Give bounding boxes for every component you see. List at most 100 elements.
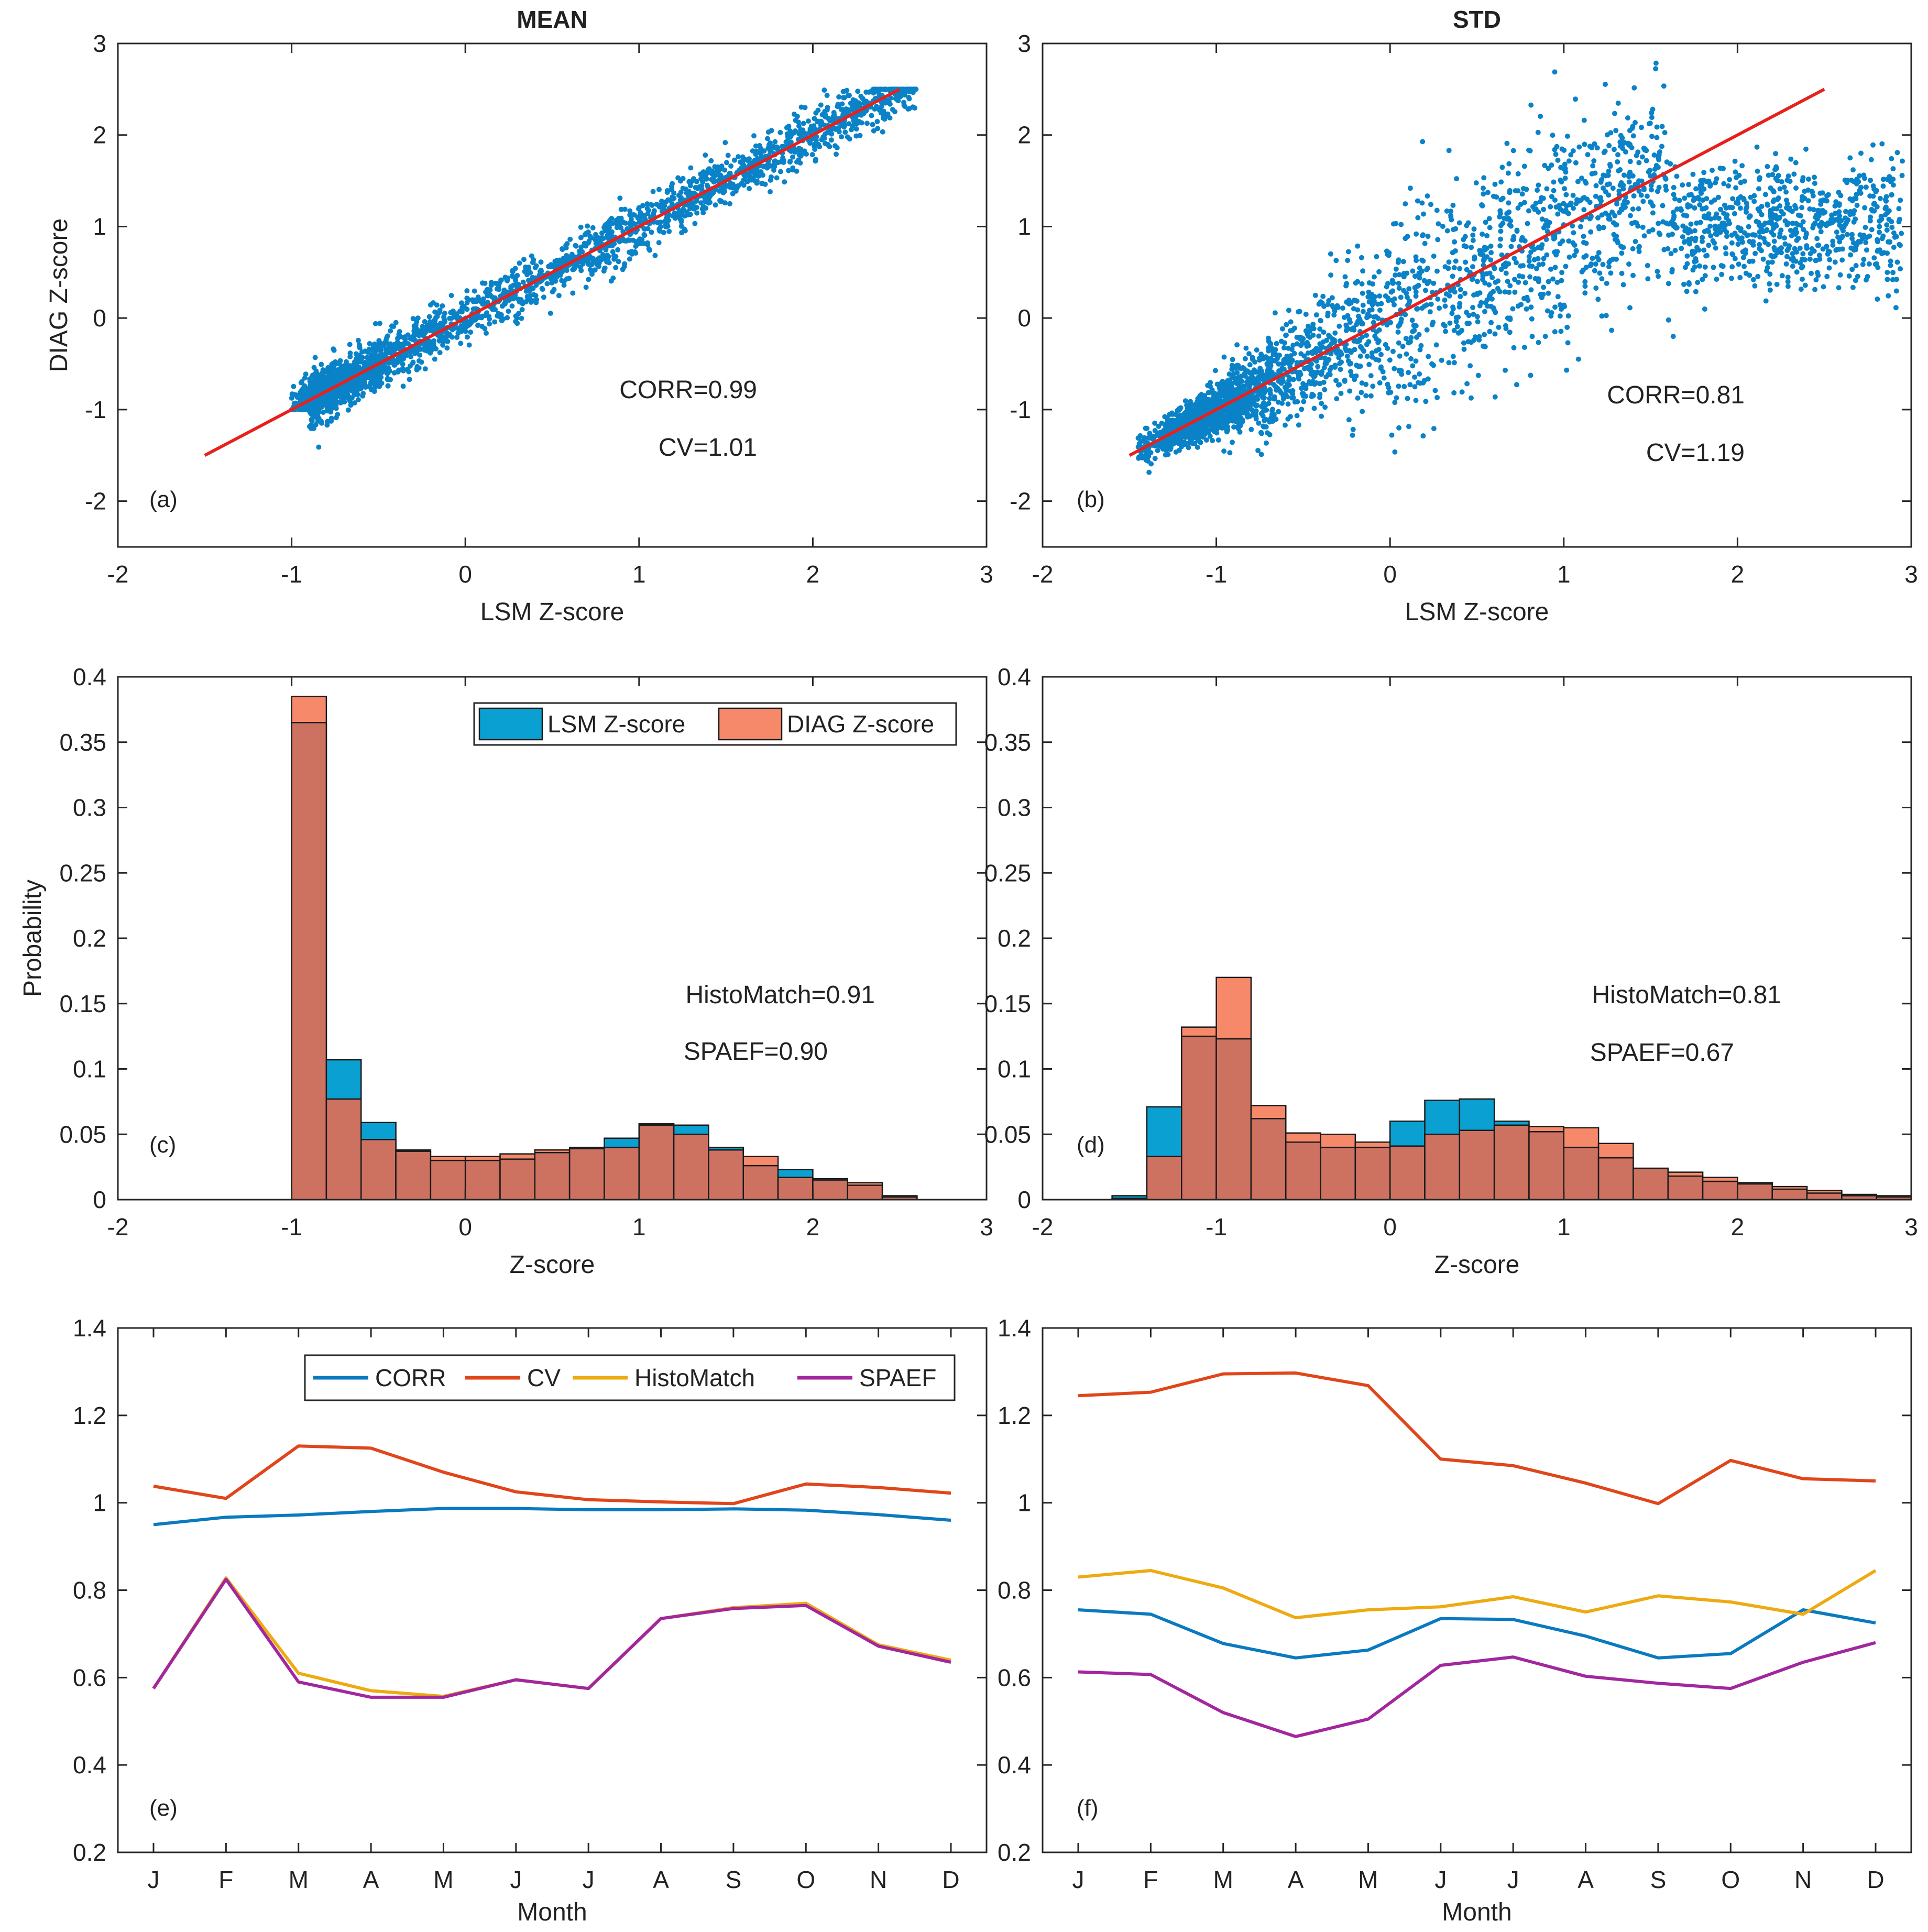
scatter-point — [1263, 354, 1268, 360]
scatter-point — [1604, 182, 1610, 188]
scatter-point — [299, 395, 304, 401]
scatter-point — [684, 190, 689, 196]
scatter-point — [1396, 383, 1401, 389]
scatter-point — [526, 266, 532, 271]
scatter-point — [1601, 185, 1606, 191]
scatter-point — [492, 319, 498, 325]
x-tick-label: -2 — [107, 561, 129, 588]
scatter-point — [664, 188, 670, 193]
scatter-point — [1368, 373, 1374, 379]
scatter-point — [1848, 252, 1854, 258]
scatter-point — [633, 244, 639, 249]
scatter-point — [1467, 363, 1473, 369]
scatter-point — [1630, 272, 1636, 278]
scatter-point — [464, 288, 470, 294]
scatter-point — [482, 326, 488, 332]
scatter-point — [499, 303, 505, 309]
scatter-point — [774, 144, 780, 150]
scatter-point — [1779, 273, 1785, 279]
scatter-point — [855, 89, 861, 94]
scatter-point — [303, 371, 309, 377]
scatter-point — [705, 167, 711, 172]
scatter-point — [578, 235, 584, 240]
scatter-point — [539, 286, 545, 291]
scatter-point — [1614, 238, 1620, 244]
scatter-point — [1487, 328, 1493, 334]
scatter-point — [1480, 232, 1485, 237]
scatter-point — [1558, 328, 1564, 334]
y-axis-label: DIAG Z-score — [45, 218, 73, 372]
scatter-point — [583, 243, 589, 249]
scatter-point — [480, 280, 485, 286]
scatter-point — [787, 159, 793, 164]
scatter-point — [1378, 352, 1384, 357]
scatter-point — [847, 136, 852, 142]
scatter-point — [352, 363, 357, 369]
scatter-point — [1785, 283, 1791, 289]
scatter-point — [1254, 347, 1259, 353]
scatter-point — [1355, 307, 1361, 313]
scatter-point — [1818, 229, 1824, 235]
scatter-point — [1360, 321, 1365, 327]
scatter-point — [1408, 356, 1414, 361]
scatter-point — [627, 249, 632, 255]
scatter-point — [1812, 174, 1817, 180]
scatter-point — [614, 225, 620, 230]
scatter-point — [704, 176, 709, 182]
scatter-point — [1507, 283, 1513, 289]
scatter-point — [790, 167, 795, 173]
scatter-point — [1582, 141, 1587, 147]
scatter-point — [1837, 239, 1843, 245]
scatter-point — [1529, 316, 1535, 322]
scatter-point — [1410, 268, 1416, 274]
scatter-point — [1798, 213, 1803, 218]
scatter-point — [1813, 277, 1819, 283]
scatter-point — [691, 176, 696, 182]
scatter-point — [644, 206, 650, 211]
scatter-point — [1803, 146, 1809, 152]
scatter-point — [1344, 325, 1350, 330]
scatter-point — [1771, 238, 1777, 244]
scatter-point — [519, 315, 524, 321]
scatter-point — [1407, 185, 1413, 191]
scatter-point — [839, 134, 845, 140]
scatter-point — [1542, 334, 1548, 339]
scatter-point — [782, 179, 787, 185]
scatter-point — [1376, 269, 1382, 275]
scatter-point — [774, 175, 780, 181]
scatter-point — [1264, 440, 1269, 446]
scatter-point — [509, 303, 515, 309]
scatter-point — [1473, 180, 1479, 186]
scatter-point — [1453, 258, 1459, 264]
scatter-point — [306, 390, 312, 396]
scatter-point — [1798, 287, 1804, 292]
scatter-point — [1421, 211, 1426, 217]
scatter-point — [836, 94, 842, 100]
scatter-point — [1443, 328, 1449, 334]
scatter-point — [405, 332, 411, 338]
scatter-point — [747, 156, 752, 162]
scatter-point — [618, 225, 624, 230]
scatter-point — [1692, 228, 1697, 234]
scatter-point — [1462, 291, 1468, 296]
scatter-point — [585, 223, 590, 229]
scatter-point — [727, 201, 732, 206]
scatter-point — [1573, 160, 1579, 166]
scatter-point — [414, 348, 420, 354]
scatter-point — [831, 112, 837, 118]
scatter-point — [832, 143, 838, 149]
scatter-point — [1284, 322, 1289, 327]
scatter-point — [1799, 205, 1805, 211]
scatter-point — [530, 259, 536, 265]
scatter-point — [617, 195, 623, 201]
scatter-point — [363, 348, 368, 354]
scatter-point — [564, 253, 569, 259]
scatter-point — [1456, 220, 1462, 226]
scatter-point — [384, 370, 390, 376]
scatter-point — [1342, 378, 1348, 384]
scatter-point — [325, 374, 331, 380]
scatter-point — [1891, 245, 1897, 250]
scatter-point — [844, 87, 850, 93]
scatter-point — [1307, 367, 1312, 372]
scatter-point — [414, 326, 420, 332]
